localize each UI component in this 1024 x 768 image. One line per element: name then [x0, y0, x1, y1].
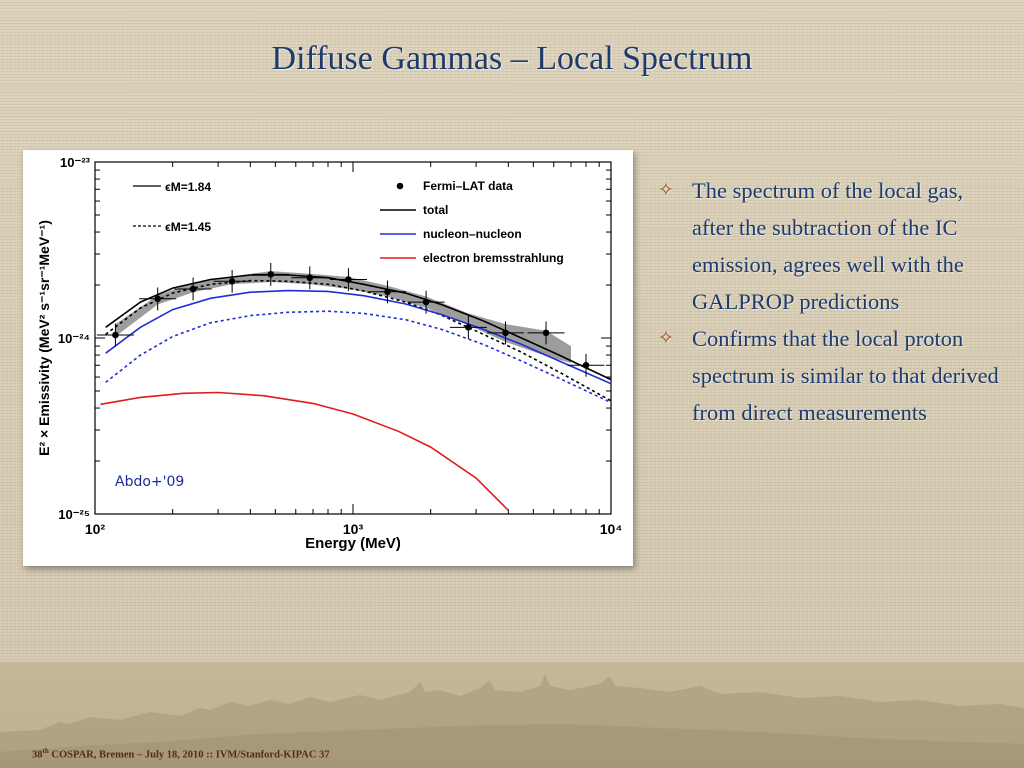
x-tick-label: 10⁴ — [600, 521, 623, 537]
legend-label: electron bremsstrahlung — [423, 251, 564, 265]
data-point — [465, 324, 472, 331]
series-line — [105, 310, 612, 404]
x-axis-label: Energy (MeV) — [305, 535, 401, 552]
annotation-label: Abdo+'09 — [115, 474, 184, 490]
bullet-text: The spectrum of the local gas, after the… — [692, 178, 964, 314]
legend-label: total — [423, 203, 448, 217]
slide-title: Diffuse Gammas – Local Spectrum — [271, 40, 753, 77]
y-tick-label: 10⁻²³ — [60, 155, 91, 170]
data-point — [306, 274, 314, 282]
data-point — [112, 331, 119, 339]
data-point — [384, 288, 391, 296]
four-point-star-icon: ✧ — [658, 179, 674, 201]
y-axis-label: E² × Emissivity (MeV² s⁻¹sr⁻¹MeV⁻¹) — [36, 220, 52, 456]
series-line — [100, 391, 509, 511]
bullet-item: ✧ Confirms that the local proton spectru… — [656, 320, 1001, 431]
legend-marker — [396, 182, 404, 190]
footer-band — [0, 662, 1024, 768]
footer-details: COSPAR, Bremen – July 18, 2010 :: IVM/St… — [48, 749, 330, 761]
legend-label: nucleon–nucleon — [423, 227, 522, 241]
emissivity-chart: 10² 10³ 10⁴ 10⁻²³ 10⁻²⁴ 10⁻²⁵ Energy (MeV) E² ×… — [36, 155, 623, 552]
city-skyline-decoration — [0, 674, 1024, 768]
data-point — [582, 361, 590, 369]
data-point — [502, 329, 509, 337]
footer-text: 38th COSPAR, Bremen – July 18, 2010 :: I… — [32, 747, 330, 761]
data-point — [542, 329, 550, 337]
y-tick-label: 10⁻²⁵ — [58, 507, 90, 522]
y-tick-label: 10⁻²⁴ — [58, 331, 90, 346]
four-point-star-icon: ✧ — [658, 327, 674, 349]
bullet-text: Confirms that the local proton spectrum … — [692, 326, 999, 425]
series-line — [105, 279, 612, 402]
data-point — [228, 277, 236, 285]
data-point — [422, 298, 430, 306]
data-point — [345, 276, 352, 283]
footer-ordinal: 38 — [32, 749, 43, 761]
spectrum-figure: 10² 10³ 10⁴ 10⁻²³ 10⁻²⁴ 10⁻²⁵ Energy (MeV) E² ×… — [23, 150, 633, 566]
bullet-list: ✧ The spectrum of the local gas, after t… — [656, 172, 1001, 431]
x-tick-label: 10³ — [343, 521, 364, 537]
uncertainty-band — [115, 271, 572, 364]
legend-label: Fermi–LAT data — [423, 179, 513, 193]
x-tick-label: 10² — [85, 521, 106, 537]
footer-ordinal-suffix: th — [42, 747, 49, 755]
series-line — [105, 289, 612, 385]
bullet-item: ✧ The spectrum of the local gas, after t… — [656, 172, 1001, 320]
legend-label: ϵM=1.84 — [165, 180, 211, 194]
data-point — [154, 295, 162, 303]
data-point — [189, 285, 197, 293]
legend-label: ϵM=1.45 — [165, 220, 211, 234]
data-point — [267, 271, 275, 278]
